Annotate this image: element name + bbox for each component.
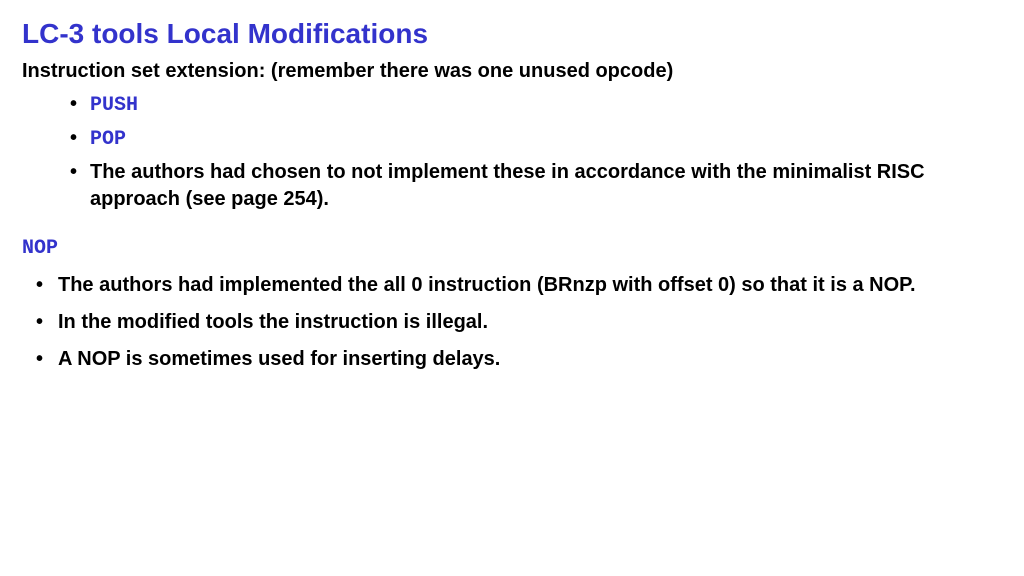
list-item: In the modified tools the instruction is… <box>36 309 1002 336</box>
author-note: The authors had chosen to not implement … <box>90 161 925 210</box>
slide-title: LC-3 tools Local Modifications <box>22 18 1002 50</box>
push-instruction: PUSH <box>90 94 138 117</box>
list-item: The authors had implemented the all 0 in… <box>36 272 1002 299</box>
nop-heading: NOP <box>22 237 1002 260</box>
list-item: PUSH <box>70 91 1002 119</box>
instruction-list: PUSH POP The authors had chosen to not i… <box>22 91 1002 213</box>
list-item: The authors had chosen to not implement … <box>70 159 1002 213</box>
nop-list: The authors had implemented the all 0 in… <box>22 272 1002 373</box>
list-item: POP <box>70 125 1002 153</box>
list-item: A NOP is sometimes used for inserting de… <box>36 346 1002 373</box>
slide-subtitle: Instruction set extension: (remember the… <box>22 60 1002 83</box>
pop-instruction: POP <box>90 128 126 151</box>
